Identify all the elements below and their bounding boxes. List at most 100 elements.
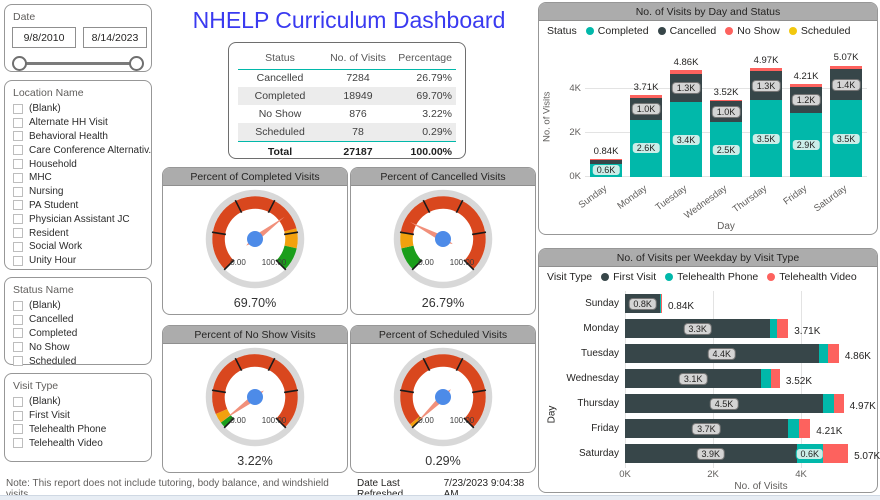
bar-segment-completed[interactable]: 3.4K: [670, 102, 702, 177]
slicer-item-cancelled[interactable]: Cancelled: [5, 313, 151, 327]
bar-segment-cancelled[interactable]: 1.0K: [710, 101, 742, 122]
checkbox-icon[interactable]: [13, 438, 23, 449]
table-row[interactable]: Scheduled 78 0.29%: [238, 123, 456, 141]
gauge-dial[interactable]: 0.00 100.00: [175, 347, 335, 451]
slicer-item-behavioral-health[interactable]: Behavioral Health: [5, 130, 151, 144]
bar-segment-telehealth-video[interactable]: [833, 394, 844, 413]
bar-segment-completed[interactable]: 3.5K: [830, 100, 862, 177]
checkbox-icon[interactable]: [13, 131, 23, 142]
bar-segment-cancelled[interactable]: [590, 159, 622, 164]
bar-segment-telehealth-phone[interactable]: [823, 394, 834, 413]
bar-segment-telehealth-video[interactable]: [799, 419, 811, 438]
checkbox-icon[interactable]: [13, 200, 23, 211]
gauge-dial[interactable]: 0.00 100.00: [363, 189, 523, 293]
checkbox-icon[interactable]: [13, 410, 23, 421]
bar-segment-telehealth-phone[interactable]: [787, 419, 800, 438]
slicer-item-alternate-hh-visit[interactable]: Alternate HH Visit: [5, 116, 151, 130]
bar-column-saturday[interactable]: 3.5K 1.4K 5.07K: [826, 52, 866, 177]
bar-segment-completed[interactable]: 2.5K: [710, 122, 742, 177]
bar-segment-first-visit[interactable]: 0.8K: [625, 294, 661, 313]
slicer-item-scheduled[interactable]: Scheduled: [5, 354, 151, 368]
legend-item-first-visit[interactable]: First Visit: [601, 271, 656, 283]
legend-item-completed[interactable]: Completed: [585, 25, 649, 37]
legend-item-telehealth-video[interactable]: Telehealth Video: [767, 271, 857, 283]
bar-segment-no-show[interactable]: [830, 65, 862, 70]
bar-segment-completed[interactable]: 3.5K: [750, 100, 782, 177]
bar-segment-first-visit[interactable]: 3.9K: [625, 444, 797, 463]
bar-segment-completed[interactable]: 2.9K: [790, 113, 822, 177]
bar-row-thursday[interactable]: Thursday 4.5K 4.97K: [547, 391, 876, 416]
bar-segment-telehealth-phone[interactable]: 0.6K: [795, 444, 825, 463]
table-row[interactable]: Completed 18949 69.70%: [238, 87, 456, 105]
date-range-handle-start[interactable]: [12, 56, 27, 71]
bar-column-thursday[interactable]: 3.5K 1.3K 4.97K: [746, 55, 786, 177]
bar-segment-telehealth-phone[interactable]: [818, 344, 828, 363]
bar-segment-first-visit[interactable]: 3.7K: [625, 419, 788, 438]
bar-column-wednesday[interactable]: 2.5K 1.0K 3.52K: [706, 56, 746, 177]
table-row[interactable]: No Show 876 3.22%: [238, 105, 456, 123]
bar-segment-telehealth-video[interactable]: [823, 444, 849, 463]
date-range-slider-track[interactable]: [19, 62, 137, 65]
bar-segment-no-show[interactable]: [790, 84, 822, 87]
checkbox-icon[interactable]: [13, 396, 23, 407]
bar-segment-telehealth-phone[interactable]: [660, 294, 662, 313]
gauge-dial[interactable]: 0.00 100.00: [363, 347, 523, 451]
slicer-item-social-work[interactable]: Social Work: [5, 240, 151, 254]
checkbox-icon[interactable]: [13, 328, 23, 339]
bar-segment-first-visit[interactable]: 3.1K: [625, 369, 762, 388]
bar-segment-cancelled[interactable]: 1.2K: [790, 86, 822, 114]
bar-column-monday[interactable]: 2.6K 1.0K 3.71K: [626, 56, 666, 177]
checkbox-icon[interactable]: [13, 228, 23, 239]
bar-row-wednesday[interactable]: Wednesday 3.1K 3.52K: [547, 366, 869, 391]
slicer-item-pa-student[interactable]: PA Student: [5, 199, 151, 213]
bar-segment-first-visit[interactable]: 4.5K: [625, 394, 823, 413]
bar-segment-cancelled[interactable]: 1.3K: [750, 71, 782, 100]
bar-segment-telehealth-video[interactable]: [661, 294, 662, 313]
table-row[interactable]: Cancelled 7284 26.79%: [238, 69, 456, 87]
date-end-input[interactable]: [83, 27, 147, 48]
bar-row-sunday[interactable]: Sunday 0.8K 0.84K: [547, 291, 869, 316]
bar-segment-completed[interactable]: 0.6K: [590, 163, 622, 177]
checkbox-icon[interactable]: [13, 356, 23, 367]
bar-segment-completed[interactable]: 2.6K: [630, 119, 662, 177]
bar-segment-no-show[interactable]: [750, 67, 782, 72]
checkbox-icon[interactable]: [13, 314, 23, 325]
slicer-item-completed[interactable]: Completed: [5, 327, 151, 341]
checkbox-icon[interactable]: [13, 342, 23, 353]
bar-segment-cancelled[interactable]: 1.0K: [630, 97, 662, 120]
checkbox-icon[interactable]: [13, 255, 23, 266]
bar-segment-telehealth-phone[interactable]: [770, 319, 778, 338]
slicer-item-no-show[interactable]: No Show: [5, 340, 151, 354]
bar-segment-no-show[interactable]: [710, 99, 742, 102]
slicer-item-unity-hour[interactable]: Unity Hour: [5, 254, 151, 268]
date-range-handle-end[interactable]: [129, 56, 144, 71]
bar-segment-telehealth-phone[interactable]: [761, 369, 772, 388]
checkbox-icon[interactable]: [13, 117, 23, 128]
legend-item-telehealth-phone[interactable]: Telehealth Phone: [665, 271, 758, 283]
checkbox-icon[interactable]: [13, 241, 23, 252]
bar-segment-no-show[interactable]: [590, 158, 622, 160]
slicer-item-care-conference-alternativ-[interactable]: Care Conference Alternativ...: [5, 143, 151, 157]
bar-column-friday[interactable]: 2.9K 1.2K 4.21K: [786, 56, 826, 177]
bar-row-saturday[interactable]: Saturday 3.9K 0.6K 5.07K: [547, 441, 880, 466]
slicer-item-mhc[interactable]: MHC: [5, 171, 151, 185]
slicer-item-telehealth-phone[interactable]: Telehealth Phone: [5, 423, 151, 437]
slicer-item--blank-[interactable]: (Blank): [5, 102, 151, 116]
gauge-dial[interactable]: 0.00 100.00: [175, 189, 335, 293]
checkbox-icon[interactable]: [13, 145, 23, 156]
checkbox-icon[interactable]: [13, 172, 23, 183]
bar-segment-telehealth-video[interactable]: [771, 369, 780, 388]
bar-segment-telehealth-video[interactable]: [827, 344, 839, 363]
checkbox-icon[interactable]: [13, 186, 23, 197]
bar-row-friday[interactable]: Friday 3.7K 4.21K: [547, 416, 869, 441]
bar-segment-first-visit[interactable]: 4.4K: [625, 344, 819, 363]
checkbox-icon[interactable]: [13, 214, 23, 225]
slicer-item--blank-[interactable]: (Blank): [5, 299, 151, 313]
bar-segment-telehealth-video[interactable]: [777, 319, 789, 338]
bar-column-tuesday[interactable]: 3.4K 1.3K 4.86K: [666, 56, 706, 177]
slicer-item-physician-assistant-jc[interactable]: Physician Assistant JC: [5, 212, 151, 226]
slicer-item-first-visit[interactable]: First Visit: [5, 409, 151, 423]
checkbox-icon[interactable]: [13, 300, 23, 311]
slicer-item-telehealth-video[interactable]: Telehealth Video: [5, 436, 151, 450]
legend-item-cancelled[interactable]: Cancelled: [657, 25, 716, 37]
